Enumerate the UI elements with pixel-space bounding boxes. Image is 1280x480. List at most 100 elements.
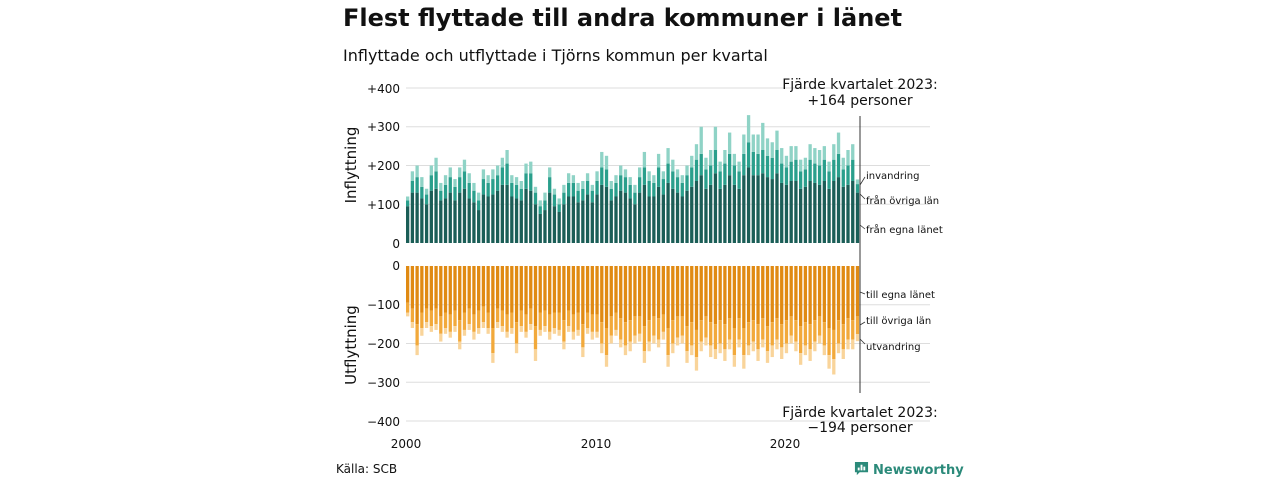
bar-out-emigration — [453, 326, 457, 332]
bar-out-emigration — [704, 337, 708, 346]
bar-out-other-counties — [600, 322, 604, 344]
bar-in-immigration — [552, 188, 557, 195]
bar-out-emigration — [533, 349, 538, 361]
bar-in-immigration — [794, 146, 798, 160]
bar-out-own-county — [486, 266, 490, 313]
bar-out-emigration — [566, 326, 571, 332]
bar-out-other-counties — [505, 314, 509, 332]
bar-in-own-county — [458, 192, 462, 243]
bar-in-other-counties — [628, 184, 632, 199]
bar-in-immigration — [666, 148, 670, 164]
bar-in-immigration — [846, 150, 850, 166]
bar-out-other-counties — [477, 310, 481, 328]
bar-in-own-county — [780, 182, 784, 243]
bar-in-immigration — [467, 173, 471, 183]
bar-out-emigration — [448, 331, 452, 338]
bar-chart-icon — [854, 461, 869, 480]
bar-in-other-counties — [709, 165, 713, 185]
bar-in-own-county — [775, 173, 779, 243]
bar-in-immigration — [780, 148, 784, 164]
bar-in-immigration — [746, 115, 751, 143]
bar-in-own-county — [467, 198, 471, 243]
bar-in-immigration — [685, 165, 689, 176]
bar-in-own-county — [671, 188, 675, 243]
leader-from-own-county — [859, 224, 866, 230]
bar-out-own-county — [718, 266, 722, 321]
bar-out-other-counties — [514, 322, 519, 344]
bar-out-emigration — [486, 328, 490, 334]
bar-in-immigration — [775, 130, 779, 150]
bar-in-own-county — [514, 198, 519, 243]
bar-out-other-counties — [642, 326, 647, 352]
bar-out-other-counties — [780, 324, 784, 348]
bar-out-own-county — [410, 266, 415, 309]
bar-in-own-county — [576, 202, 580, 243]
bar-in-other-counties — [552, 194, 557, 207]
bar-out-own-county — [656, 266, 661, 319]
bar-out-own-county — [737, 266, 741, 319]
bar-in-immigration — [751, 134, 755, 152]
bar-in-own-county — [765, 177, 770, 243]
bar-in-immigration — [519, 181, 523, 189]
bar-in-own-county — [623, 192, 628, 243]
bar-out-emigration — [765, 351, 770, 363]
bar-in-other-counties — [817, 165, 822, 185]
bar-in-own-county — [424, 204, 429, 243]
bar-out-own-county — [694, 266, 699, 330]
bar-in-other-counties — [604, 169, 609, 187]
bar-out-other-counties — [647, 320, 651, 342]
bar-in-own-county — [794, 181, 798, 243]
bar-in-other-counties — [477, 200, 481, 211]
lower-y-tick-300: −300 — [367, 376, 400, 390]
bar-in-other-counties — [832, 159, 836, 181]
bar-in-other-counties — [770, 157, 774, 180]
bar-out-own-county — [472, 266, 476, 315]
bar-in-own-county — [732, 184, 737, 243]
bar-in-other-counties — [467, 182, 471, 199]
bar-in-other-counties — [732, 165, 737, 185]
bar-out-other-counties — [784, 320, 789, 344]
bar-out-emigration — [581, 347, 585, 358]
bar-out-emigration — [429, 326, 433, 332]
bar-in-immigration — [813, 148, 817, 164]
bar-out-own-county — [548, 266, 552, 315]
bar-out-own-county — [495, 266, 500, 309]
bar-in-other-counties — [429, 175, 433, 191]
bar-in-immigration — [756, 134, 760, 154]
bar-out-emigration — [799, 353, 803, 365]
bar-in-immigration — [514, 177, 519, 185]
bar-in-other-counties — [846, 165, 850, 185]
upper-y-axis-label: Inflyttning — [342, 127, 360, 204]
bar-in-own-county — [495, 190, 500, 243]
brand-logo[interactable]: Newsworthy — [854, 461, 964, 480]
bar-in-own-county — [675, 192, 680, 243]
bar-in-immigration — [566, 173, 571, 183]
upper-y-tick-100: +100 — [367, 198, 400, 212]
bar-out-other-counties — [453, 310, 457, 327]
bar-in-immigration — [600, 151, 604, 168]
bar-in-other-counties — [576, 190, 580, 203]
bar-in-other-counties — [600, 167, 604, 185]
bar-in-own-county — [770, 179, 774, 243]
bar-in-other-counties — [851, 159, 855, 181]
source-note: Källa: SCB — [336, 462, 398, 476]
bar-in-other-counties — [434, 171, 438, 189]
bar-out-other-counties — [855, 316, 860, 335]
bar-out-emigration — [732, 355, 737, 367]
bar-in-own-county — [832, 181, 836, 243]
bar-out-emigration — [680, 335, 684, 344]
bar-out-own-county — [585, 266, 590, 313]
bar-in-other-counties — [780, 163, 784, 183]
bar-in-other-counties — [671, 171, 675, 189]
bar-out-own-county — [770, 266, 774, 323]
bar-out-own-county — [628, 266, 632, 321]
bar-out-other-counties — [751, 320, 755, 342]
bar-out-other-counties — [732, 328, 737, 356]
bar-in-other-counties — [623, 177, 628, 193]
bar-in-immigration — [638, 167, 642, 178]
bar-out-other-counties — [723, 324, 727, 350]
bar-in-other-counties — [481, 179, 486, 195]
bar-in-immigration — [595, 171, 599, 181]
bar-out-emigration — [742, 355, 746, 369]
bar-in-immigration — [524, 163, 528, 174]
